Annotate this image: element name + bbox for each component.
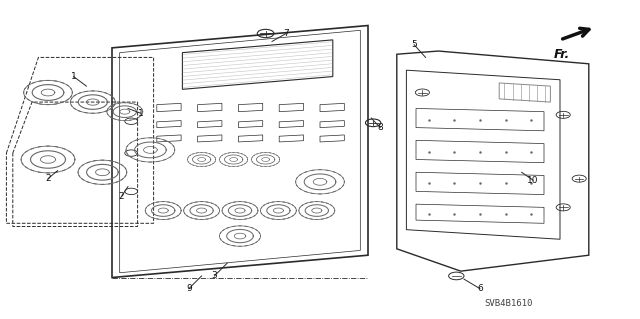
Text: Fr.: Fr. (554, 48, 570, 61)
Text: 1: 1 (71, 72, 76, 81)
Text: 7: 7 (284, 29, 289, 38)
Text: 10: 10 (527, 176, 539, 185)
Text: 2: 2 (119, 192, 124, 201)
Text: SVB4B1610: SVB4B1610 (484, 299, 533, 308)
Text: 6: 6 (477, 284, 483, 293)
Text: 9: 9 (186, 284, 191, 293)
Text: 5: 5 (412, 40, 417, 49)
Text: 8: 8 (378, 123, 383, 132)
Text: 1: 1 (138, 109, 143, 118)
Text: 2: 2 (45, 174, 51, 183)
Text: 3: 3 (212, 271, 217, 280)
